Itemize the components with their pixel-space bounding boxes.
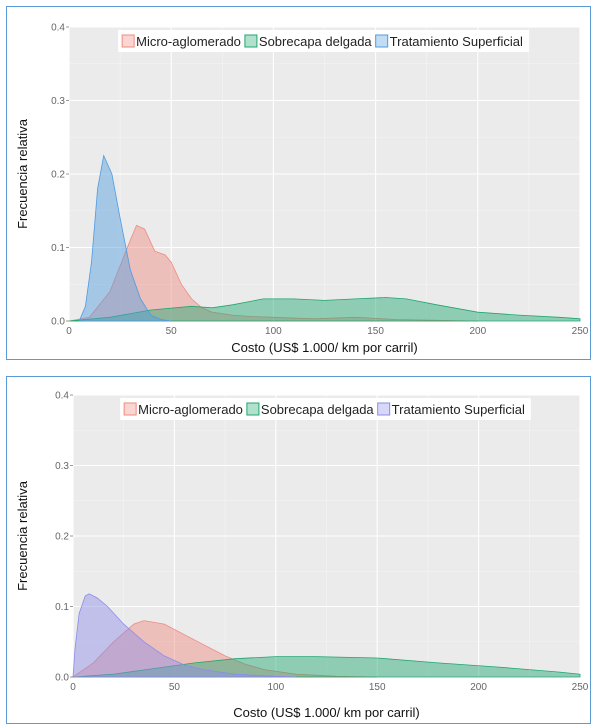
y-tick-label: 0.0 — [51, 317, 65, 328]
x-tick-label: 150 — [369, 682, 386, 693]
y-axis-title: Frecuencia relativa — [15, 118, 30, 229]
x-tick-label: 0 — [70, 682, 76, 693]
density-area-3 — [72, 593, 297, 678]
density-area-2 — [72, 656, 581, 678]
y-tick-label: 0.2 — [51, 170, 65, 181]
x-tick-label: 250 — [572, 682, 589, 693]
chart-panel-bottom: 0 50 100 150 200 250 0.0 0.1 0.2 0.3 0.4 Costo (US$… — [6, 376, 591, 724]
density-area-2 — [68, 297, 581, 322]
legend: Micro-aglomerado Sobrecapa delgada Tratami… — [118, 30, 529, 52]
legend: Micro-aglomerado Sobrecapa delgada Tratami… — [120, 398, 531, 420]
x-axis-title: Costo (US$ 1.000/ km por carril) — [233, 705, 419, 720]
x-axis-title: Costo (US$ 1.000/ km por carril) — [231, 340, 417, 355]
x-tick-label: 150 — [367, 326, 384, 337]
legend-label-1: Micro-aglomerado — [136, 34, 241, 49]
legend-swatch-2 — [244, 34, 258, 48]
y-tick-label: 0.4 — [55, 391, 69, 402]
x-tick-label: 100 — [265, 326, 282, 337]
y-tick-label: 0.3 — [51, 96, 65, 107]
y-tick-label: 0.0 — [55, 673, 69, 684]
y-tick-label: 0.3 — [55, 461, 69, 472]
chart-panel-top: 0 50 100 150 200 250 0.0 0.1 0.2 0.3 0.4 Costo (US$… — [6, 6, 591, 360]
legend-swatch-3 — [377, 402, 391, 416]
density-area-1 — [71, 620, 378, 678]
x-tick-label: 50 — [166, 326, 178, 337]
legend-swatch-1 — [121, 34, 135, 48]
legend-label-2: Sobrecapa delgada — [259, 34, 373, 49]
x-tick-label: 0 — [66, 326, 72, 337]
y-tick-label: 0.1 — [55, 602, 69, 613]
density-chart-bottom: 0 50 100 150 200 250 0.0 0.1 0.2 0.3 0.4 Costo (US$… — [15, 391, 589, 721]
legend-background — [120, 398, 531, 420]
legend-swatch-2 — [246, 402, 260, 416]
y-tick-label: 0.4 — [51, 23, 65, 34]
legend-swatch-3 — [375, 34, 389, 48]
y-tick-label: 0.1 — [51, 243, 65, 254]
x-tick-label: 250 — [572, 326, 589, 337]
legend-swatch-1 — [123, 402, 137, 416]
y-axis-title: Frecuencia relativa — [15, 480, 30, 591]
legend-label-3: Tratamiento Superficial — [390, 34, 523, 49]
legend-background — [118, 30, 529, 52]
legend-label-1: Micro-aglomerado — [138, 402, 243, 417]
x-tick-label: 200 — [470, 682, 487, 693]
legend-label-2: Sobrecapa delgada — [261, 402, 375, 417]
y-tick-label: 0.2 — [55, 532, 69, 543]
density-chart-top: 0 50 100 150 200 250 0.0 0.1 0.2 0.3 0.4 Costo (US$… — [15, 23, 589, 356]
legend-label-3: Tratamiento Superficial — [392, 402, 525, 417]
x-tick-label: 50 — [169, 682, 181, 693]
x-tick-label: 200 — [469, 326, 486, 337]
x-tick-label: 100 — [267, 682, 284, 693]
density-area-3 — [78, 154, 172, 322]
density-area-1 — [68, 224, 478, 322]
